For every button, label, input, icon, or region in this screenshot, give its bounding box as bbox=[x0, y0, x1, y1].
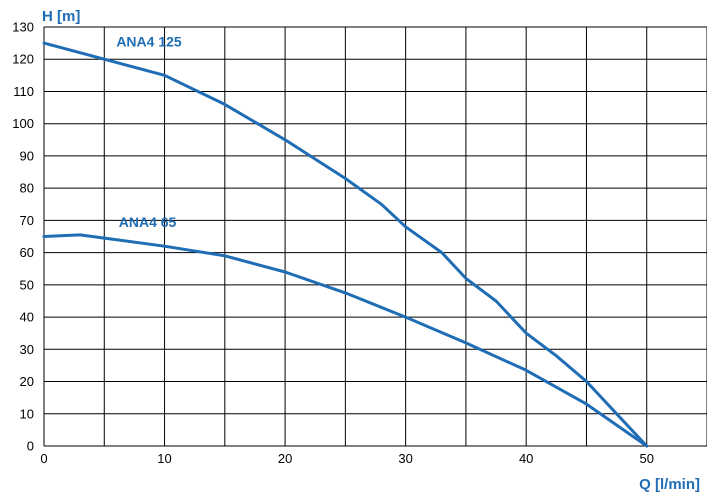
y-tick-label: 70 bbox=[20, 213, 34, 228]
x-tick-label: 30 bbox=[398, 451, 412, 466]
series-line-1 bbox=[42, 41, 649, 448]
series-labels: ANA4 125 ANA4 65 bbox=[116, 33, 182, 229]
x-axis-title: Q [l/min] bbox=[639, 476, 700, 493]
y-tick-label: 0 bbox=[27, 439, 34, 454]
x-tick-label: 0 bbox=[40, 451, 47, 466]
x-tick-label: 10 bbox=[157, 451, 171, 466]
y-tick-label: 110 bbox=[13, 84, 34, 99]
series-label-2: ANA4 65 bbox=[119, 214, 177, 230]
y-tick-label: 80 bbox=[20, 181, 34, 196]
grid bbox=[43, 26, 707, 447]
y-tick-label: 20 bbox=[20, 374, 34, 389]
y-tick-label: 30 bbox=[20, 342, 34, 357]
series-lines bbox=[42, 41, 649, 448]
series-label-1: ANA4 125 bbox=[116, 33, 182, 49]
y-tick-label: 60 bbox=[20, 245, 34, 260]
y-tick-labels: 0 10 20 30 40 50 60 70 80 90 100 110 120 130 bbox=[12, 20, 34, 454]
x-tick-label: 50 bbox=[639, 451, 653, 466]
y-tick-label: 40 bbox=[20, 310, 34, 325]
y-tick-label: 10 bbox=[20, 406, 34, 421]
y-tick-label: 90 bbox=[20, 148, 34, 163]
y-tick-label: 130 bbox=[12, 20, 34, 35]
x-tick-label: 40 bbox=[519, 451, 533, 466]
y-tick-label: 100 bbox=[12, 116, 34, 131]
y-tick-label: 120 bbox=[12, 52, 34, 67]
y-tick-label: 50 bbox=[20, 277, 34, 292]
x-tick-label: 20 bbox=[278, 451, 292, 466]
series-line-2 bbox=[42, 233, 649, 448]
x-tick-labels: 0 10 20 30 40 50 bbox=[40, 451, 654, 466]
y-axis-title: H [m] bbox=[42, 8, 80, 25]
